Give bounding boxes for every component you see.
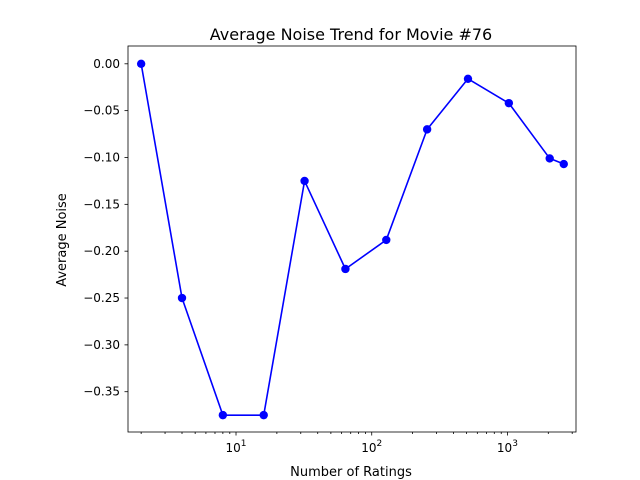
y-tick-label: −0.35 <box>83 385 120 399</box>
plot-frame <box>127 45 577 433</box>
data-point <box>300 176 309 186</box>
x-tick-label: 102 <box>361 439 382 455</box>
y-tick-label: −0.05 <box>83 104 120 118</box>
data-point <box>136 59 146 69</box>
y-tick-label: −0.10 <box>83 150 120 164</box>
data-point <box>559 159 568 169</box>
chart-title: Average Noise Trend for Movie #76 <box>210 25 492 44</box>
data-point <box>382 235 391 245</box>
data-point <box>504 98 514 108</box>
x-axis-label: Number of Ratings <box>290 465 412 480</box>
y-tick-label: −0.30 <box>83 338 120 352</box>
data-point <box>259 410 268 420</box>
y-tick-label: −0.25 <box>83 291 120 305</box>
data-point <box>177 293 187 303</box>
y-tick-label: 0.00 <box>93 57 120 71</box>
data-point <box>545 154 554 163</box>
series-line <box>140 63 565 416</box>
x-tick-label: 101 <box>226 439 247 455</box>
y-tick-label: −0.15 <box>83 197 120 211</box>
y-axis-label: Average Noise <box>55 193 70 287</box>
x-tick-label: 103 <box>497 439 518 455</box>
data-point <box>341 264 350 274</box>
data-point <box>422 125 432 134</box>
data-point <box>463 74 473 83</box>
data-point <box>218 410 228 420</box>
y-tick-label: −0.20 <box>83 244 120 258</box>
plot-area: 101 102 103 0.00 −0.05 −0.10 −0.15 −0.20 −0.25 −0… <box>83 45 577 455</box>
